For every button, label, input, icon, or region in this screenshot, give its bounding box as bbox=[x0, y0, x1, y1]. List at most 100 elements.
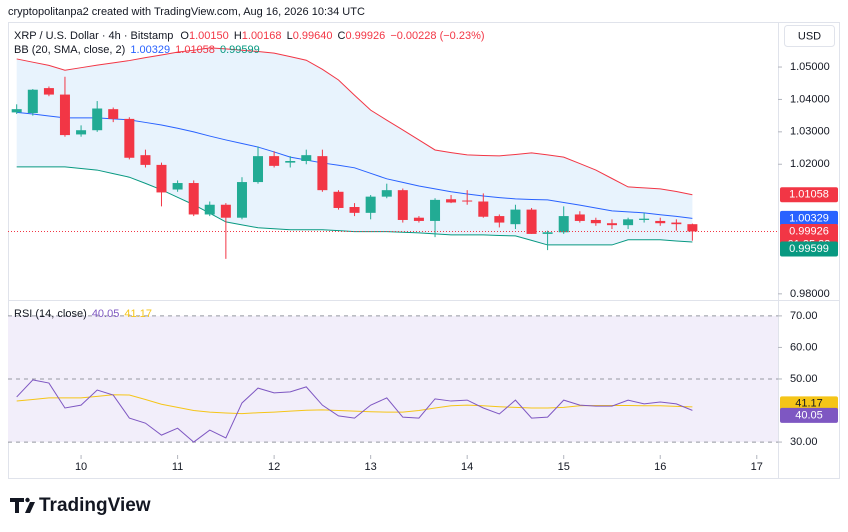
x-tick-label: 14 bbox=[461, 461, 473, 473]
ohlc-value: 0.99640 bbox=[293, 30, 333, 42]
candle-body bbox=[510, 209, 521, 225]
logo-slash bbox=[25, 502, 35, 513]
candle-body bbox=[349, 207, 360, 213]
ohlc-key: O bbox=[180, 30, 189, 42]
symbol: XRP / U.S. Dollar · 4h · Bitstamp bbox=[14, 30, 173, 42]
candle-body bbox=[446, 199, 457, 203]
candle-body bbox=[108, 109, 119, 119]
bb-upper-tag: 1.01058 bbox=[789, 189, 829, 201]
ohlc-key: L bbox=[287, 30, 293, 42]
rsi-line bbox=[16, 379, 693, 443]
candle-body bbox=[655, 220, 666, 224]
candle-body bbox=[11, 109, 22, 113]
candle-body bbox=[43, 88, 54, 95]
candle-body bbox=[140, 155, 151, 165]
y-tick-label: 0.98000 bbox=[790, 288, 830, 300]
y-tick-label: 1.05000 bbox=[790, 61, 830, 73]
rsi-ma-tag-bg bbox=[780, 396, 838, 412]
candle-body bbox=[462, 200, 473, 202]
y-tick-label: 70.00 bbox=[790, 310, 818, 322]
candle-body bbox=[574, 214, 585, 221]
x-tick-label: 15 bbox=[558, 461, 570, 473]
candle-body bbox=[623, 219, 634, 226]
bb-upper-line bbox=[16, 47, 693, 196]
frame bbox=[8, 22, 840, 479]
y-tick-label: 1.04000 bbox=[790, 93, 830, 105]
logo-mark bbox=[10, 498, 24, 513]
y-tick-label: 60.00 bbox=[790, 341, 818, 353]
candle-body bbox=[253, 156, 264, 183]
x-tick-label: 17 bbox=[751, 461, 763, 473]
ohlc-key: C bbox=[338, 30, 346, 42]
y-tick-label: 1.02000 bbox=[790, 158, 830, 170]
candle-body bbox=[236, 182, 247, 218]
candle-body bbox=[590, 219, 601, 224]
bb-lower-tag: 0.99599 bbox=[789, 243, 829, 255]
candle-body bbox=[172, 183, 183, 190]
candle-body bbox=[188, 183, 199, 215]
bb-lower-line bbox=[16, 166, 693, 246]
candle-body bbox=[92, 108, 103, 131]
x-tick-label: 13 bbox=[365, 461, 377, 473]
last-price-tag: 0.99926 bbox=[789, 225, 829, 237]
bb-upper-value: 1.01058 bbox=[175, 44, 215, 56]
overlay: 1.05000 1.04000 1.03000 1.02000 0.98000 1.010… bbox=[75, 61, 838, 473]
bb-label: BB (20, SMA, close, 2) bbox=[14, 44, 125, 56]
x-tick-label: 10 bbox=[75, 461, 87, 473]
bb-basis-tag: 1.00329 bbox=[789, 212, 829, 224]
candle-body bbox=[687, 224, 698, 232]
candle-body bbox=[430, 199, 441, 221]
candle-body bbox=[542, 232, 553, 234]
symbol-legend: XRP / U.S. Dollar · 4h · Bitstamp O1.001… bbox=[14, 30, 485, 42]
rsi-pane bbox=[8, 315, 778, 443]
rsi-legend: RSI (14, close) 40.05 41.17 bbox=[14, 308, 152, 320]
candle-body bbox=[269, 156, 280, 166]
rsi-ma-value: 41.17 bbox=[124, 308, 152, 320]
y-tick-label: 50.00 bbox=[790, 373, 818, 385]
ohlc-value: 1.00150 bbox=[189, 30, 229, 42]
candle-body bbox=[59, 94, 70, 136]
candle-body bbox=[156, 164, 167, 193]
rsi-value: 40.05 bbox=[92, 308, 120, 320]
bb-lower-value: 0.99599 bbox=[220, 44, 260, 56]
candle-body bbox=[478, 201, 489, 217]
rsi-ma-line bbox=[16, 394, 693, 415]
rsi-label: RSI (14, close) bbox=[14, 308, 87, 320]
bb-upper-tag-bg bbox=[780, 187, 838, 203]
candle-body bbox=[27, 89, 38, 114]
candle-body bbox=[76, 130, 87, 135]
x-tick-label: 11 bbox=[172, 461, 183, 473]
candle-body bbox=[671, 222, 682, 225]
candle-body bbox=[220, 204, 231, 218]
currency-label[interactable]: USD bbox=[798, 30, 821, 42]
candle-body bbox=[397, 190, 408, 220]
rsi-tag: 40.05 bbox=[795, 409, 823, 421]
x-tick-label: 12 bbox=[268, 461, 280, 473]
candle-body bbox=[526, 209, 537, 234]
currency-button[interactable] bbox=[784, 25, 835, 47]
brand-name: TradingView bbox=[39, 495, 151, 516]
candle-body bbox=[381, 190, 392, 197]
bb-basis-value: 1.00329 bbox=[130, 44, 170, 56]
candle-body bbox=[285, 161, 296, 163]
candle-body bbox=[333, 191, 344, 208]
candle-body bbox=[413, 217, 424, 221]
brand-logo: TradingView bbox=[10, 495, 151, 516]
candle-body bbox=[365, 196, 376, 213]
candle-body bbox=[301, 155, 312, 161]
ohlc-value: 0.99926 bbox=[346, 30, 386, 42]
candle-body bbox=[204, 204, 215, 215]
candle-body bbox=[558, 216, 569, 233]
x-tick-label: 16 bbox=[654, 461, 666, 473]
ohlc-key: H bbox=[234, 30, 242, 42]
ohlc-value: 1.00168 bbox=[242, 30, 282, 42]
change: −0.00228 (−0.23%) bbox=[390, 30, 484, 42]
rsi-tag-bg bbox=[780, 407, 838, 423]
y-tick-label: 30.00 bbox=[790, 436, 818, 448]
bb-legend: BB (20, SMA, close, 2) 1.00329 1.01058 0… bbox=[14, 44, 260, 56]
candle-body bbox=[494, 216, 505, 223]
rsi-ma-tag: 41.17 bbox=[795, 398, 823, 410]
panes bbox=[8, 47, 778, 443]
candle-body bbox=[606, 223, 617, 226]
